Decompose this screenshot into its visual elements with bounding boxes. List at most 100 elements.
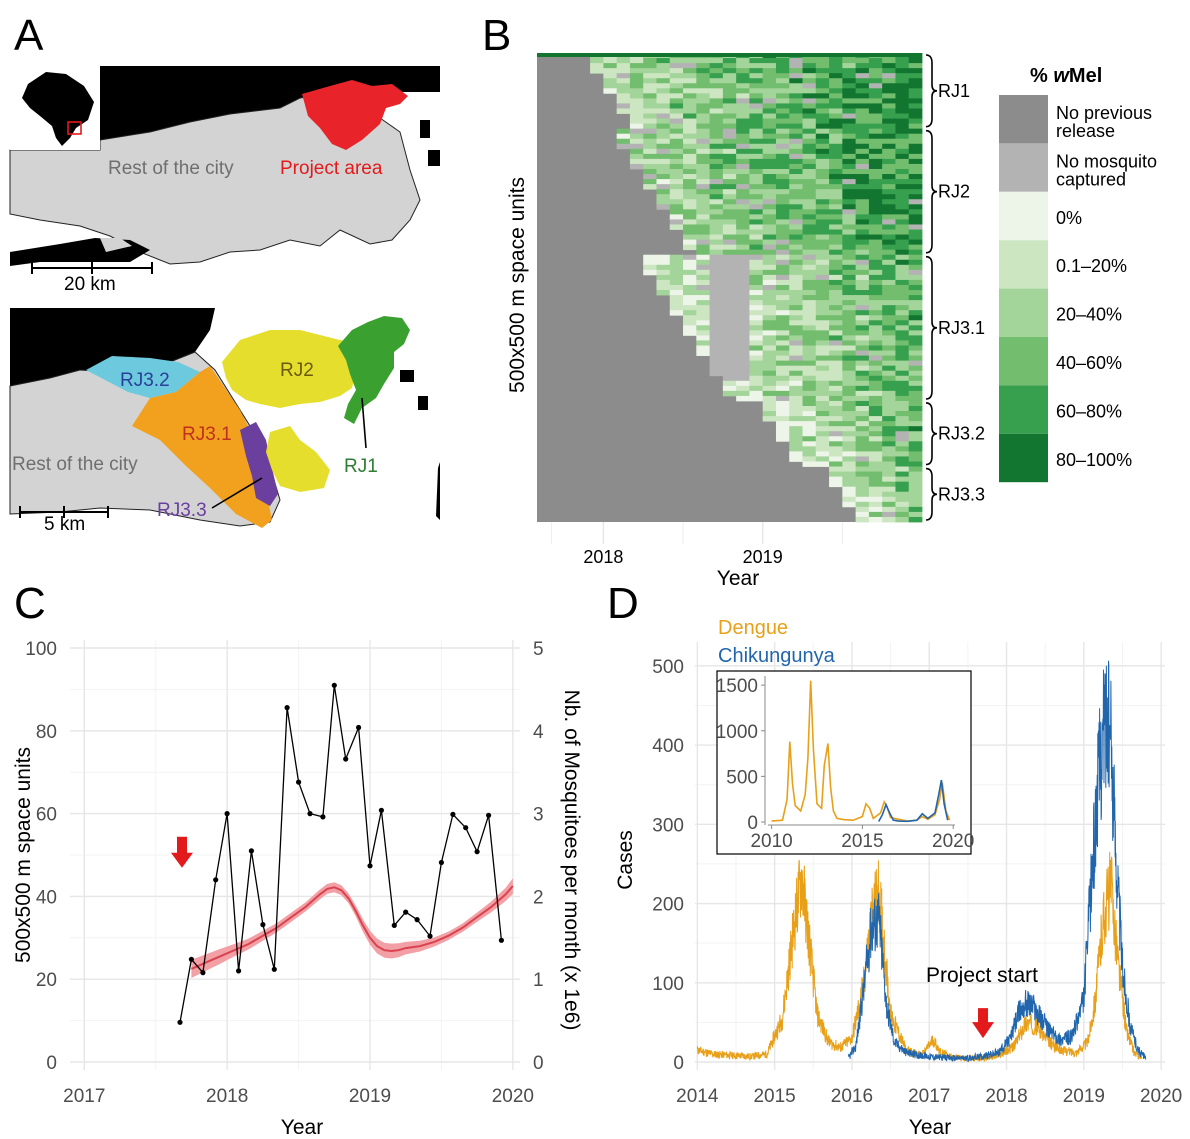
heatmap-cell: [815, 416, 830, 422]
heatmap-cell: [656, 179, 671, 185]
heatmap-cell: [762, 214, 777, 220]
heatmap-cell: [802, 451, 817, 457]
heatmap-cell: [829, 345, 843, 351]
heatmap-cell: [868, 168, 883, 175]
heatmap-cell: [842, 290, 857, 296]
heatmap-cell: [882, 163, 896, 170]
project-start-annotation: Project start: [926, 964, 1038, 987]
heatmap-cell: [616, 83, 631, 89]
heatmap-cell: [829, 385, 843, 392]
heatmap-cell: [815, 436, 830, 442]
heatmap-cell: [683, 224, 697, 230]
chart-d-y-axis-title: Cases: [614, 830, 637, 890]
group-brace: [925, 255, 938, 400]
heatmap-cell: [709, 138, 724, 145]
heatmap-cell: [895, 365, 910, 372]
heatmap-cell: [749, 315, 764, 321]
heatmap-cell: [908, 320, 923, 326]
heatmap-cell: [789, 224, 803, 230]
heatmap-cell: [762, 123, 777, 130]
heatmap-cell: [895, 209, 910, 215]
heatmap-cell: [895, 279, 910, 286]
heatmap-cell: [789, 143, 803, 150]
heatmap-cell: [802, 446, 817, 452]
heatmap-cell: [815, 234, 830, 240]
heatmap-cell: [908, 456, 923, 462]
heatmap-cell: [829, 209, 843, 215]
heatmap-cell: [908, 168, 923, 175]
heatmap-cell: [829, 93, 843, 99]
heatmap-cell: [882, 214, 896, 220]
heatmap-cell: [789, 456, 803, 462]
heatmap-cell: [775, 123, 790, 130]
heatmap-cell: [775, 98, 790, 104]
heatmap-cell: [895, 274, 910, 281]
heatmap-cell: [749, 360, 764, 367]
heatmap-cell: [802, 179, 817, 185]
heatmap-cell: [842, 78, 857, 84]
heatmap-cell: [762, 370, 777, 377]
heatmap-cell: [722, 73, 737, 79]
heatmap-cell: [749, 204, 764, 210]
heatmap-cell: [868, 158, 883, 165]
heatmap-cell: [895, 411, 910, 417]
heatmap-cell: [802, 274, 817, 281]
heatmap-cell: [868, 360, 883, 367]
heatmap-cell: [683, 234, 697, 240]
heatmap-cell: [762, 168, 777, 175]
heatmap-cell: [722, 68, 737, 74]
heatmap-cell: [722, 93, 737, 99]
heatmap-cell: [789, 108, 803, 114]
heatmap-y-axis-title: 500x500 m space units: [506, 177, 529, 393]
heatmap-cell: [882, 224, 896, 230]
heatmap-cell: [762, 259, 777, 266]
heatmap-cell: [868, 340, 883, 346]
heatmap-cell: [868, 118, 883, 124]
heatmap-cell: [868, 204, 883, 210]
heatmap-cell: [829, 390, 843, 397]
heatmap-cell: [709, 204, 724, 210]
heatmap-cell: [815, 194, 830, 200]
heatmap-cell: [709, 300, 724, 306]
heatmap-cell: [842, 345, 857, 351]
heatmap-cell: [802, 103, 817, 109]
heatmap-cell: [829, 406, 843, 412]
heatmap-cell: [683, 214, 697, 220]
heatmap-cell: [895, 456, 910, 462]
heatmap-cell: [829, 395, 843, 402]
heatmap-cell: [802, 295, 817, 301]
heatmap-cell: [789, 295, 803, 301]
heatmap-cell: [696, 138, 710, 145]
heatmap-cell: [895, 340, 910, 346]
heatmap-cell: [802, 73, 817, 79]
heatmap-cell: [643, 118, 657, 124]
heatmap-cell: [855, 93, 870, 99]
heatmap-cell: [802, 234, 817, 240]
heatmap-cell: [709, 295, 724, 301]
region-rj2: [222, 330, 372, 408]
heatmap-cell: [656, 189, 671, 195]
heatmap-cell: [762, 416, 777, 422]
heatmap-cell: [815, 254, 830, 261]
heatmap-cell: [815, 239, 830, 246]
heatmap-cell: [616, 103, 631, 109]
mosquitoes-point: [260, 922, 266, 928]
heatmap-cell: [855, 461, 870, 467]
heatmap-cell: [709, 259, 724, 266]
mosquitoes-point: [320, 814, 326, 820]
heatmap-cell: [775, 118, 790, 124]
heatmap-cell: [855, 279, 870, 286]
heatmap-cell: [868, 436, 883, 442]
heatmap-cell: [789, 269, 803, 276]
heatmap-cell: [696, 73, 710, 79]
mosquitoes-point: [378, 807, 384, 813]
heatmap-cell: [789, 118, 803, 124]
heatmap-cell: [882, 73, 896, 79]
heatmap-cell: [908, 148, 923, 155]
heatmap-x-tick-label: 2018: [583, 547, 623, 567]
heatmap-cell: [762, 385, 777, 392]
heatmap-cell: [842, 204, 857, 210]
heatmap-cell: [815, 88, 830, 94]
heatmap-cell: [683, 194, 697, 200]
heatmap-cell: [802, 128, 817, 135]
